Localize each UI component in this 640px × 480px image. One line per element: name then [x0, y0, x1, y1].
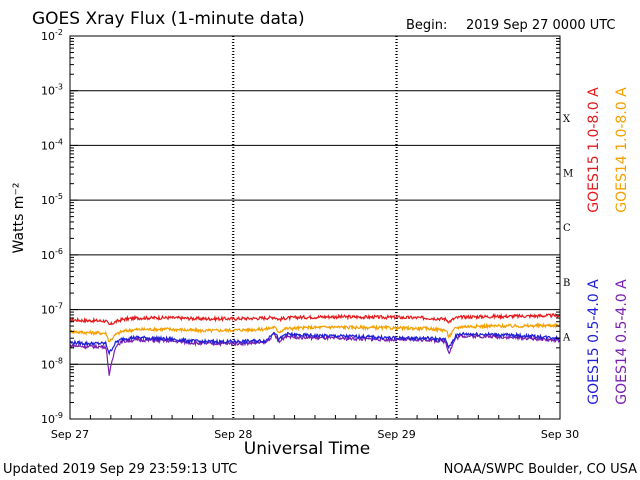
y-axis-ticks: 10-9 10-8 10-7 10-6 10-5 10-4 10-3 10-2: [41, 28, 560, 426]
credit-text: NOAA/SWPC Boulder, CO USA: [444, 462, 637, 477]
grid: [70, 36, 560, 419]
legend-entry: GOES15 0.5-4.0 A: [586, 279, 602, 405]
flare-class-label: B: [563, 278, 570, 289]
series-line: [69, 331, 561, 356]
x-tick-label: Sep 30: [541, 428, 579, 441]
series-line: [69, 322, 561, 343]
x-axis-label: Universal Time: [244, 439, 370, 459]
y-tick-label: 10-4: [41, 137, 63, 152]
flare-class-label: C: [563, 223, 571, 234]
updated-timestamp: Updated 2019 Sep 29 23:59:13 UTC: [3, 462, 237, 477]
x-tick-label: Sep 28: [214, 428, 252, 441]
begin-label: Begin:: [406, 18, 447, 33]
chart-title: GOES Xray Flux (1-minute data): [32, 9, 305, 29]
legend-entry: GOES14 1.0-8.0 A: [614, 87, 630, 213]
series-lines: [69, 312, 561, 376]
x-tick-label: Sep 27: [51, 428, 89, 441]
series-line: [70, 312, 561, 326]
y-axis-label: Watts m⁻²: [11, 183, 27, 254]
flare-class-labels: A B C M X: [562, 114, 573, 344]
flare-class-label: M: [563, 169, 573, 180]
y-tick-label: 10-6: [41, 247, 63, 262]
y-tick-label: 10-5: [41, 192, 63, 207]
flare-class-label: A: [562, 333, 571, 344]
y-tick-label: 10-2: [41, 28, 63, 43]
y-tick-label: 10-3: [41, 83, 63, 98]
legend: GOES15 1.0-8.0 A GOES14 1.0-8.0 A GOES15 0…: [586, 87, 630, 405]
y-tick-label: 10-7: [41, 302, 63, 317]
series-line: [69, 332, 561, 376]
plot-frame: [69, 35, 561, 420]
legend-entry: GOES15 1.0-8.0 A: [586, 87, 602, 213]
begin-value: 2019 Sep 27 0000 UTC: [466, 18, 616, 33]
y-tick-label: 10-9: [41, 411, 63, 426]
legend-entry: GOES14 0.5-4.0 A: [614, 279, 630, 405]
y-tick-label: 10-8: [41, 356, 63, 371]
x-tick-label: Sep 29: [378, 428, 416, 441]
x-axis-ticks: Sep 27 Sep 28 Sep 29 Sep 30: [51, 415, 579, 441]
flare-class-label: X: [563, 114, 571, 125]
